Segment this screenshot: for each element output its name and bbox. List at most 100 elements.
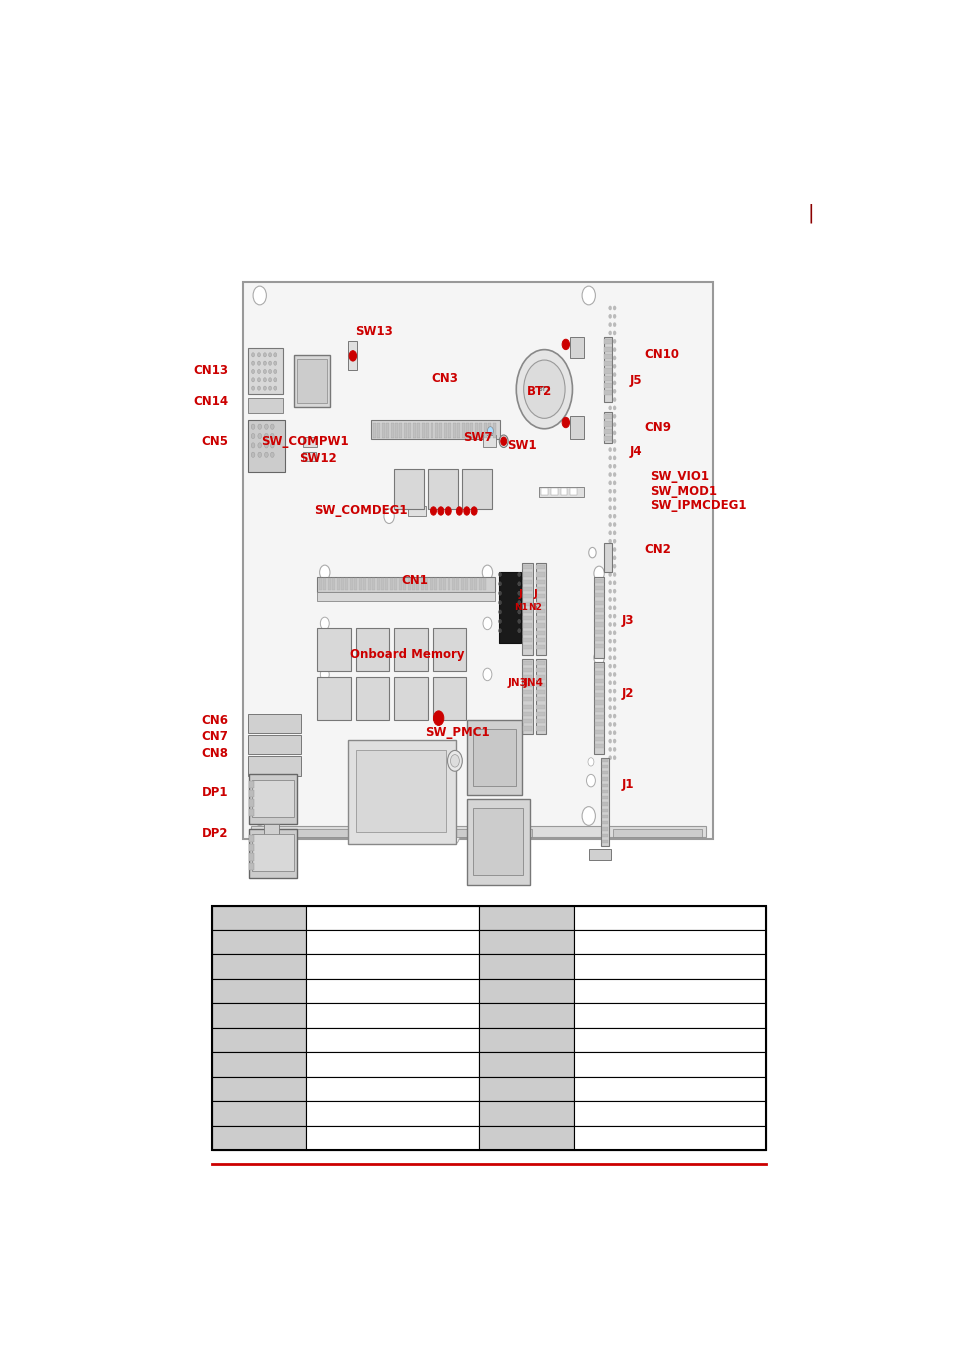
Bar [594,637,603,641]
Circle shape [608,464,611,468]
Circle shape [561,339,569,350]
Bar [522,704,531,708]
Bar [438,577,441,589]
Bar [570,488,577,495]
Bar [394,469,423,508]
Bar [478,1076,573,1102]
Text: SW13: SW13 [355,326,393,338]
Bar [395,423,397,438]
Circle shape [613,314,616,318]
Circle shape [613,347,616,352]
Bar [594,744,603,749]
Circle shape [269,361,272,365]
Bar [594,645,603,649]
Circle shape [447,750,462,771]
Bar [416,577,419,589]
Bar [448,423,451,438]
Text: J1: J1 [621,779,634,791]
Bar [252,780,294,817]
Bar [317,627,351,672]
Text: CN14: CN14 [193,395,229,408]
Bar [348,740,456,844]
Circle shape [594,566,603,581]
Bar [249,829,297,879]
Circle shape [500,437,506,445]
Bar [594,608,603,612]
Circle shape [487,427,493,435]
Circle shape [471,507,476,515]
Text: J: J [518,589,522,599]
Bar [603,361,611,366]
Circle shape [445,507,451,515]
Bar [594,685,603,690]
Bar [460,577,463,589]
Bar [536,668,544,672]
Bar [601,803,607,806]
Circle shape [517,591,520,595]
Circle shape [253,287,266,304]
Bar [462,469,492,508]
Circle shape [252,361,254,365]
Circle shape [251,434,254,438]
Circle shape [517,610,520,614]
Bar [212,1076,306,1102]
Circle shape [608,548,611,552]
Bar [212,1028,306,1052]
Circle shape [449,830,459,844]
Bar [306,1126,478,1151]
Bar [306,979,478,1003]
Bar [470,423,473,438]
Bar [536,690,544,694]
Circle shape [437,507,443,515]
Bar [536,661,544,665]
Bar [447,577,450,589]
Circle shape [264,434,268,438]
Circle shape [270,452,274,457]
Bar [306,1052,478,1076]
Bar [594,694,603,698]
Bar [317,676,351,721]
Bar [465,423,469,438]
Bar [390,577,393,589]
Circle shape [608,373,611,377]
Circle shape [613,439,616,443]
Bar [573,906,765,930]
Bar [478,1028,573,1052]
Circle shape [274,353,276,357]
Bar [522,690,531,694]
Circle shape [613,522,616,527]
Text: SW_IPMCDEG1: SW_IPMCDEG1 [649,499,746,512]
Circle shape [270,425,274,430]
Bar [212,1052,306,1076]
Circle shape [608,456,611,460]
Bar [407,506,426,516]
Bar [594,585,603,589]
Circle shape [608,698,611,702]
Circle shape [608,531,611,535]
Circle shape [608,680,611,685]
Circle shape [257,425,261,430]
Bar [385,577,388,589]
Bar [536,683,544,687]
Bar [498,572,520,644]
Bar [600,757,608,846]
Text: SW_COMPW1: SW_COMPW1 [260,435,348,448]
Circle shape [608,439,611,443]
Circle shape [613,756,616,760]
Text: SW12: SW12 [299,453,337,465]
Bar [452,577,455,589]
Bar [466,721,521,795]
Circle shape [608,748,611,752]
Circle shape [613,397,616,402]
Bar [370,420,499,439]
Circle shape [608,331,611,335]
Circle shape [608,397,611,402]
Text: J5: J5 [629,375,641,388]
Circle shape [608,506,611,510]
Bar [439,423,442,438]
Circle shape [613,564,616,568]
Circle shape [613,730,616,735]
Circle shape [383,508,394,523]
Circle shape [517,581,520,585]
Bar [601,765,607,768]
